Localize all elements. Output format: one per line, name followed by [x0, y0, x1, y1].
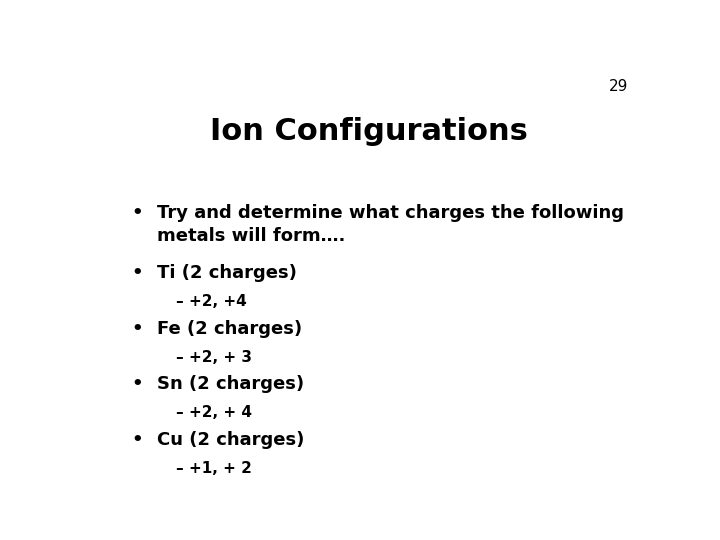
Text: – +1, + 2: – +1, + 2 [176, 461, 253, 476]
Text: – +2, + 3: – +2, + 3 [176, 349, 253, 364]
Text: – +2, + 4: – +2, + 4 [176, 406, 253, 420]
Text: 29: 29 [609, 79, 629, 94]
Text: Sn (2 charges): Sn (2 charges) [157, 375, 304, 394]
Text: Ion Configurations: Ion Configurations [210, 117, 528, 146]
Text: •: • [132, 431, 143, 449]
Text: •: • [132, 375, 143, 394]
Text: Try and determine what charges the following
metals will form….: Try and determine what charges the follo… [157, 204, 624, 245]
Text: •: • [132, 264, 143, 282]
Text: Ti (2 charges): Ti (2 charges) [157, 264, 297, 282]
Text: •: • [132, 204, 143, 222]
Text: – +2, +4: – +2, +4 [176, 294, 247, 309]
Text: Fe (2 charges): Fe (2 charges) [157, 320, 302, 338]
Text: •: • [132, 320, 143, 338]
Text: Cu (2 charges): Cu (2 charges) [157, 431, 305, 449]
